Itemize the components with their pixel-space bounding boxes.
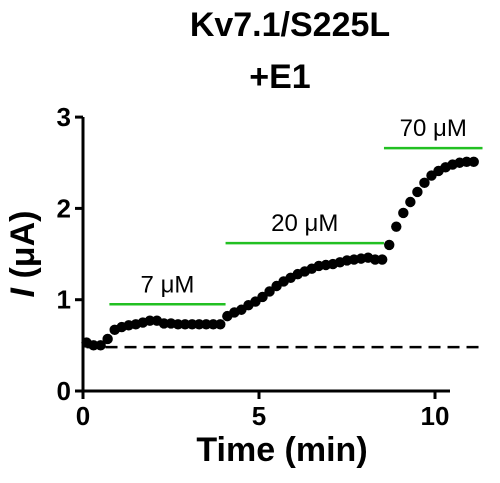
x-tick-label: 5 <box>252 401 266 431</box>
data-point <box>391 221 402 232</box>
data-point <box>412 186 423 198</box>
data-point <box>398 207 409 219</box>
data-point <box>377 254 388 265</box>
y-tick-label: 1 <box>57 285 71 315</box>
y-axis-label: I (μA) <box>4 211 42 298</box>
concentration-label: 7 μM <box>141 271 195 298</box>
chart-title-line1: Kv7.1/S225L <box>190 6 390 44</box>
data-point <box>468 156 479 168</box>
x-tick-label: 0 <box>76 401 90 431</box>
y-tick-label: 3 <box>57 102 71 132</box>
data-point <box>405 196 416 208</box>
data-point <box>102 333 113 345</box>
y-tick-label: 2 <box>57 193 71 223</box>
data-point <box>384 239 395 251</box>
data-point <box>95 340 106 351</box>
y-tick-label: 0 <box>57 376 71 406</box>
x-tick-label: 10 <box>421 401 450 431</box>
x-ticks: 0 5 10 <box>76 391 450 431</box>
y-axis-label-rest: (μA) <box>4 211 42 288</box>
data-point <box>419 177 430 189</box>
data-point <box>257 291 268 303</box>
concentration-annotations: 7 μM 20 μM 70 μM <box>109 115 483 306</box>
data-point <box>264 286 275 297</box>
y-ticks: 0 1 2 3 <box>57 102 83 406</box>
data-point <box>215 319 226 330</box>
y-axis-label-italic: I <box>4 286 42 297</box>
x-axis-label: Time (min) <box>196 431 367 469</box>
chart-title-line2: +E1 <box>249 58 310 96</box>
concentration-label: 70 μM <box>400 115 467 142</box>
data-points <box>81 156 479 351</box>
concentration-label: 20 μM <box>271 210 338 237</box>
